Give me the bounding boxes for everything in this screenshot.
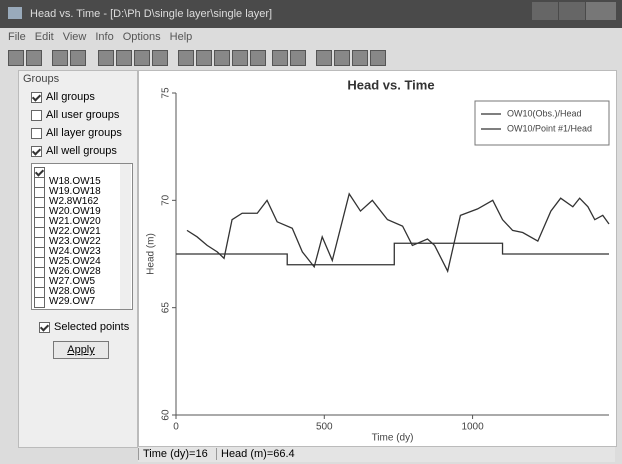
maximize-button[interactable] — [559, 2, 585, 20]
toolbar-button[interactable] — [70, 50, 86, 66]
apply-button[interactable]: Apply — [53, 341, 109, 359]
groups-panel: Groups All groups All user groups All laye… — [18, 70, 138, 448]
menu-item[interactable]: Help — [169, 31, 193, 43]
toolbar-button[interactable] — [214, 50, 230, 66]
scrollbar[interactable] — [120, 164, 131, 309]
app-icon — [8, 7, 22, 19]
checkbox-label: W29.OW7 — [49, 296, 96, 307]
checkbox[interactable] — [39, 322, 50, 333]
checkbox-label: W25.OW24 — [49, 256, 101, 267]
checkbox-label: W24.OW23 — [49, 246, 101, 257]
data-line — [176, 242, 609, 266]
menu-item[interactable]: Options — [122, 31, 161, 43]
checkbox[interactable] — [31, 128, 42, 139]
checkbox-label: All groups — [46, 91, 95, 103]
checkbox-label: W28.OW6 — [49, 286, 96, 297]
checkbox-label: W27.OW5 — [49, 276, 96, 287]
window-title: Head vs. Time - [D:\Ph D\single layer\si… — [30, 8, 273, 20]
toolbar-button[interactable] — [178, 50, 194, 66]
checkbox-label: W18.OW15 — [49, 176, 101, 187]
menu-item[interactable]: File — [8, 31, 26, 43]
menu-item[interactable]: View — [62, 31, 87, 43]
x-tick-label: 0 — [173, 422, 179, 433]
y-tick-label: 60 — [161, 409, 172, 421]
checkbox[interactable] — [31, 92, 42, 103]
checkbox-label: W19.OW18 — [49, 186, 101, 197]
group-title: Groups — [23, 73, 60, 85]
x-axis-label: Time (dy) — [372, 433, 414, 444]
toolbar-button[interactable] — [272, 50, 288, 66]
checkbox[interactable] — [34, 297, 45, 308]
checkbox[interactable] — [31, 146, 42, 157]
checkbox[interactable] — [31, 110, 42, 121]
y-tick-label: 65 — [161, 302, 172, 314]
x-tick-label: 1000 — [461, 422, 484, 433]
menu-bar: File Edit View Info Options Help — [8, 31, 201, 45]
status-field: Time (dy)=16 — [138, 448, 208, 460]
close-button[interactable] — [586, 2, 616, 20]
toolbar-button[interactable] — [134, 50, 150, 66]
menu-item[interactable]: Info — [95, 31, 114, 43]
y-tick-label: 70 — [161, 194, 172, 206]
checkbox-label: W22.OW21 — [49, 226, 101, 237]
checkbox-label: Selected points — [54, 321, 130, 333]
legend-label: OW10(Obs.)/Head — [507, 108, 582, 118]
toolbar-button[interactable] — [152, 50, 168, 66]
chart-title: Head vs. Time — [347, 77, 434, 92]
chart: Head vs. Time Head (m) Time (dy) 60 65 70 75 0 5… — [146, 77, 610, 444]
checkbox-label: All user groups — [46, 109, 120, 121]
checkbox-label: All layer groups — [46, 127, 122, 139]
checkbox-label: W17.OW10 — [49, 166, 101, 177]
toolbar-button[interactable] — [8, 50, 24, 66]
legend-box — [474, 100, 610, 146]
x-tick-label: 500 — [316, 422, 333, 433]
y-tick-label: 75 — [161, 87, 172, 99]
well-list[interactable]: W17.OW10 W18.OW15 W19.OW18 W2.8W162 W20.OW19… — [31, 163, 133, 310]
legend-label: OW10/Point #1/Head — [507, 123, 592, 133]
toolbar-button[interactable] — [316, 50, 332, 66]
toolbar-button[interactable] — [250, 50, 266, 66]
toolbar — [8, 48, 614, 68]
title-bar: Head vs. Time - [D:\Ph D\single layer\si… — [0, 0, 622, 28]
chart-panel: Head vs. Time Head (m) Time (dy) 60 65 70 75 0 5… — [138, 70, 617, 447]
checkbox-label: W21.OW20 — [49, 216, 101, 227]
toolbar-button[interactable] — [352, 50, 368, 66]
data-line — [186, 192, 610, 274]
toolbar-button[interactable] — [98, 50, 114, 66]
status-field: Head (m)=66.4 — [216, 448, 295, 460]
checkbox-label: W20.OW19 — [49, 206, 101, 217]
menu-item[interactable]: Edit — [34, 31, 54, 43]
checkbox-label: All well groups — [46, 145, 117, 157]
toolbar-button[interactable] — [334, 50, 350, 66]
status-bar: Time (dy)=16 Head (m)=66.4 — [138, 447, 615, 462]
toolbar-button[interactable] — [232, 50, 248, 66]
minimize-button[interactable] — [532, 2, 558, 20]
toolbar-button[interactable] — [196, 50, 212, 66]
toolbar-button[interactable] — [290, 50, 306, 66]
checkbox-label: W26.OW28 — [49, 266, 101, 277]
toolbar-button[interactable] — [116, 50, 132, 66]
checkbox-label: W23.OW22 — [49, 236, 101, 247]
toolbar-button[interactable] — [52, 50, 68, 66]
toolbar-button[interactable] — [370, 50, 386, 66]
y-axis-label: Head (m) — [146, 233, 157, 275]
checkbox-label: W2.8W162 — [49, 196, 99, 207]
toolbar-button[interactable] — [26, 50, 42, 66]
